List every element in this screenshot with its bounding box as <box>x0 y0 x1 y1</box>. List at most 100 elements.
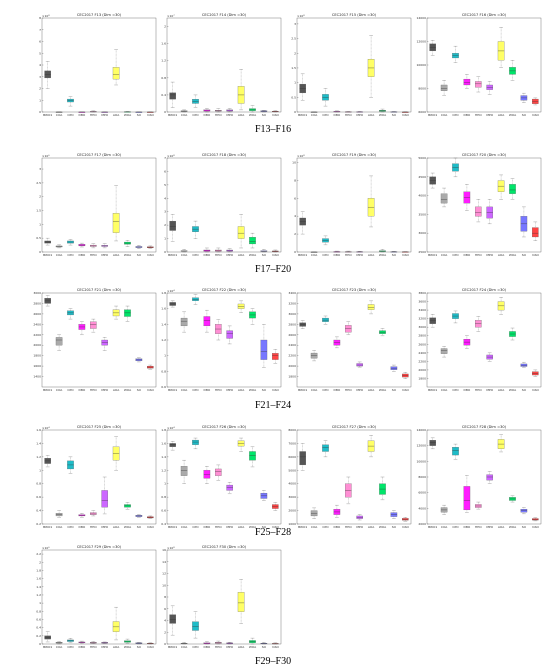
plot-frame <box>166 17 282 113</box>
x-tick-label: WOA <box>124 253 132 257</box>
y-tick-label: 2 <box>39 195 41 199</box>
y-tick-label: 0.4 <box>161 522 166 526</box>
y-tick-label: 1 <box>164 354 166 358</box>
boxplot-svg: CEC2017 F19 (Dim =30) ×10⁸ 0 2 4 6 8 10 BWO1 COA C… <box>292 153 412 257</box>
x-tick-label: SO <box>522 388 527 392</box>
x-tick-label: AOA <box>113 388 120 392</box>
y-tick-label: 8000 <box>418 87 426 91</box>
plot-frame <box>166 549 282 645</box>
y-tick-label: 0.5 <box>36 236 41 240</box>
x-tick-label: SO <box>262 388 267 392</box>
x-tick-label: WOA <box>509 253 517 257</box>
plot-frame <box>41 157 157 253</box>
x-tick-label: mSO <box>272 113 280 117</box>
x-tick-label: HHO <box>345 388 353 392</box>
boxplot-panel: CEC2017 F18 (Dim =30) ×10⁸ 0 1 2 3 4 5 6 7 BWO1 COA… <box>155 148 283 260</box>
y-tick-label: 2800 <box>33 301 41 305</box>
x-tick-label: BWO1 <box>428 113 437 117</box>
y-tick-label: 8000 <box>418 475 426 479</box>
x-tick-label: HHO <box>475 253 483 257</box>
box-coa <box>440 84 448 91</box>
box-bwo1 <box>299 322 306 327</box>
box-aoa <box>237 226 245 239</box>
x-tick-label: AOA <box>498 253 505 257</box>
x-tick-label: CPO <box>452 113 459 117</box>
chart-title: CEC2017 F14 (Dim =30) <box>202 13 247 17</box>
y-tick-label: 1.6 <box>161 42 166 46</box>
box-dbo <box>203 316 211 327</box>
x-tick-label: WOA <box>249 645 257 649</box>
x-tick-label: WOA <box>379 113 387 117</box>
y-tick-label: 1400 <box>33 375 41 379</box>
figure-caption: F29–F30 <box>255 656 292 667</box>
x-tick-label: BWO1 <box>428 525 437 529</box>
y-tick-label: 1.8 <box>36 568 41 572</box>
x-tick-label: SO <box>392 253 397 257</box>
x-tick-label: mSO <box>272 388 280 392</box>
x-tick-label: DBO <box>464 113 471 117</box>
box-woa <box>249 237 256 245</box>
chart-title: CEC2017 F27 (Dim =30) <box>332 425 377 429</box>
x-tick-label: MPO <box>226 388 233 392</box>
y-tick-label: 2.5 <box>291 37 296 41</box>
x-tick-label: CPO <box>67 113 74 117</box>
y-tick-label: 5 <box>39 51 41 55</box>
x-tick-label: CPO <box>67 645 74 649</box>
y-tick-label: 1.4 <box>161 322 166 326</box>
box-hho <box>475 206 482 217</box>
y-tick-label: 2 <box>294 232 296 236</box>
x-tick-label: BWO1 <box>298 525 307 529</box>
x-tick-label: BWO1 <box>168 113 177 117</box>
x-tick-label: COA <box>441 525 448 529</box>
x-tick-label: mSO <box>272 645 280 649</box>
box-mpo <box>486 474 493 481</box>
y-tick-label: 2.5 <box>36 181 41 185</box>
x-tick-label: BWO1 <box>168 253 177 257</box>
boxplot-panel: CEC2017 F19 (Dim =30) ×10⁸ 0 2 4 6 8 10 BWO1 COA C… <box>285 148 413 260</box>
x-tick-label: MPO <box>226 525 233 529</box>
x-tick-label: SO <box>392 113 397 117</box>
x-tick-label: BWO1 <box>298 253 307 257</box>
y-tick-label: 6 <box>164 169 166 173</box>
chart-title: CEC2017 F16 (Dim =30) <box>462 13 507 17</box>
x-tick-label: COA <box>181 645 188 649</box>
chart-title: CEC2017 F23 (Dim =30) <box>332 288 377 292</box>
box-mpo <box>356 363 363 367</box>
x-tick-label: DBO <box>464 253 471 257</box>
y-tick-label: 0 <box>39 250 41 254</box>
y-tick-label: 5000 <box>288 468 296 472</box>
box-coa <box>180 317 188 327</box>
boxplot-panel: CEC2017 F28 (Dim =30) 2000 4000 6000 8000 100… <box>415 420 543 532</box>
y-tick-label: 2800 <box>418 334 426 338</box>
x-tick-label: mSO <box>402 388 410 392</box>
x-tick-label: BWO1 <box>43 645 52 649</box>
y-tick-label: 3500 <box>418 212 426 216</box>
y-tick-label: 1 <box>39 98 41 102</box>
x-tick-label: HHO <box>90 113 98 117</box>
y-tick-label: 1 <box>39 468 41 472</box>
x-tick-label: CPO <box>452 253 459 257</box>
y-tick-label: 3600 <box>418 300 426 304</box>
y-tick-label: 2200 <box>288 354 296 358</box>
x-tick-label: COA <box>181 113 188 117</box>
plot-frame <box>41 429 157 525</box>
x-tick-label: BWO1 <box>428 253 437 257</box>
chart-title: CEC2017 F15 (Dim =30) <box>332 13 377 17</box>
chart-title: CEC2017 F20 (Dim =30) <box>462 153 507 157</box>
y-tick-label: 4 <box>294 214 296 218</box>
box-coa <box>440 193 448 204</box>
box-bwo1 <box>169 443 176 447</box>
box-bwo1 <box>299 451 306 466</box>
x-tick-label: AOA <box>113 113 120 117</box>
x-tick-label: COA <box>56 253 63 257</box>
y-tick-label: 10 <box>292 160 296 164</box>
x-tick-label: SO <box>522 253 527 257</box>
axis-exponent: ×10⁸ <box>167 154 175 158</box>
box-hho <box>90 512 97 515</box>
x-tick-label: DBO <box>464 388 471 392</box>
y-tick-label: 8 <box>164 595 166 599</box>
x-tick-label: HHO <box>345 253 353 257</box>
y-tick-label: 1800 <box>33 354 41 358</box>
y-tick-label: 2400 <box>418 351 426 355</box>
boxplot-panel: CEC2017 F30 (Dim =30) ×10⁸ 0 2 4 6 8 10 12 14 16 BW… <box>155 540 283 652</box>
